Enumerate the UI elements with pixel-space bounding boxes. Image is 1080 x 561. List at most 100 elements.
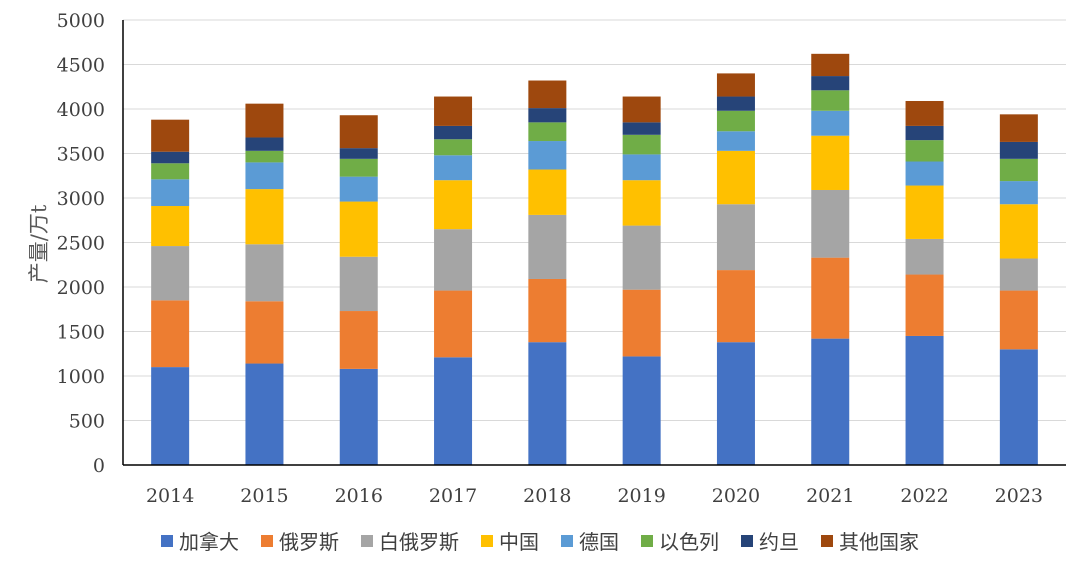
bar-segment-2023-1 [999,290,1038,350]
bar-segment-2017-3 [434,180,473,230]
bars [151,53,1038,465]
bar-segment-2022-3 [905,185,944,239]
bar-segment-2015-3 [245,189,284,245]
stacked-bar-chart: 0 500 1000 1500 2000 2500 3000 3500 4000 4500 5000… [27,10,1066,507]
legend-label: 德国 [579,530,619,554]
bar-segment-2019-1 [622,289,661,357]
bar-segment-2020-7 [716,73,755,97]
x-tick-labels: 2014 2015 2016 2017 2018 2019 2020 2021 2022 2023 [146,485,1043,507]
legend-item: 加拿大 [161,526,239,555]
legend-item: 以色列 [641,526,719,555]
bar-segment-2019-0 [622,356,661,465]
legend-label: 以色列 [659,530,719,554]
bar-segment-2014-1 [151,300,190,368]
bar-segment-2014-4 [151,179,190,207]
bar-segment-2015-6 [245,137,284,151]
legend-swatch [561,534,573,547]
legend-item: 约旦 [741,526,799,555]
legend-swatch [161,534,173,547]
legend-label: 俄罗斯 [279,530,339,554]
bar-segment-2017-4 [434,155,473,181]
bar-segment-2018-1 [528,278,567,343]
bar-segment-2023-7 [999,114,1038,142]
bar-segment-2014-0 [151,367,190,465]
bar-segment-2021-0 [811,338,850,465]
bar-segment-2017-0 [434,357,473,465]
bar-segment-2018-6 [528,108,567,123]
legend-label: 加拿大 [179,530,239,554]
bar-segment-2019-7 [622,96,661,123]
bar-segment-2021-1 [811,257,850,339]
y-tick-label: 3000 [57,188,105,210]
bar-segment-2015-7 [245,103,284,138]
bar-segment-2017-1 [434,290,473,358]
bar-segment-2017-6 [434,125,473,140]
bar-segment-2016-6 [339,148,378,159]
x-tick-label: 2022 [900,485,948,507]
x-tick-label: 2023 [995,485,1043,507]
bar-segment-2021-7 [811,53,850,77]
bar-segment-2021-5 [811,90,850,111]
bar-segment-2015-2 [245,244,284,302]
bar-segment-2020-2 [716,204,755,271]
y-tick-label: 4500 [57,55,105,77]
legend-swatch [641,534,653,547]
x-tick-label: 2016 [335,485,383,507]
bar-segment-2020-0 [716,342,755,465]
bar-segment-2015-5 [245,150,284,163]
bar-segment-2016-5 [339,158,378,177]
legend-swatch [481,534,493,547]
bar-segment-2017-7 [434,96,473,126]
bar-segment-2021-3 [811,135,850,190]
bar-segment-2023-4 [999,181,1038,205]
bar-segment-2023-0 [999,349,1038,465]
x-tick-label: 2015 [240,485,288,507]
bar-segment-2022-6 [905,125,944,141]
bar-segment-2016-7 [339,115,378,149]
bar-segment-2022-0 [905,335,944,465]
bar-segment-2019-4 [622,154,661,181]
bar-segment-2020-3 [716,150,755,205]
y-tick-label: 500 [69,411,105,433]
legend-swatch [361,534,373,547]
bar-segment-2020-6 [716,96,755,111]
bar-segment-2016-3 [339,201,378,257]
legend-item: 俄罗斯 [261,526,339,555]
bar-segment-2022-4 [905,161,944,186]
bar-segment-2015-4 [245,162,284,190]
x-tick-label: 2019 [617,485,665,507]
legend-swatch [741,534,753,547]
bar-segment-2020-4 [716,131,755,151]
bar-segment-2019-3 [622,180,661,226]
bar-segment-2017-5 [434,139,473,156]
bar-segment-2023-5 [999,158,1038,182]
y-tick-label: 0 [93,455,105,477]
bar-segment-2019-2 [622,225,661,290]
bar-segment-2014-5 [151,163,190,180]
bar-segment-2014-6 [151,151,190,164]
legend: 加拿大 俄罗斯 白俄罗斯 中国 德国 以色列 约旦 其他国家 [0,526,1080,555]
bar-segment-2022-7 [905,100,944,126]
legend-label: 约旦 [759,530,799,554]
bar-segment-2018-2 [528,214,567,279]
x-tick-label: 2017 [429,485,477,507]
bar-segment-2019-5 [622,134,661,155]
y-tick-label: 2500 [57,233,105,255]
legend-swatch [821,534,833,547]
y-tick-label: 2000 [57,277,105,299]
y-axis-label: 产量/万t [27,204,51,283]
y-tick-label: 5000 [57,10,105,32]
legend-item: 白俄罗斯 [361,526,459,555]
bar-segment-2014-7 [151,119,190,152]
x-tick-label: 2021 [806,485,854,507]
bar-segment-2018-5 [528,122,567,142]
y-tick-label: 1500 [57,322,105,344]
bar-segment-2023-3 [999,204,1038,259]
bar-segment-2019-6 [622,122,661,135]
bar-segment-2015-1 [245,301,284,364]
bar-segment-2016-2 [339,256,378,312]
y-tick-label: 4000 [57,99,105,121]
legend-item: 中国 [481,526,539,555]
bar-segment-2021-6 [811,76,850,91]
bar-segment-2016-4 [339,176,378,202]
